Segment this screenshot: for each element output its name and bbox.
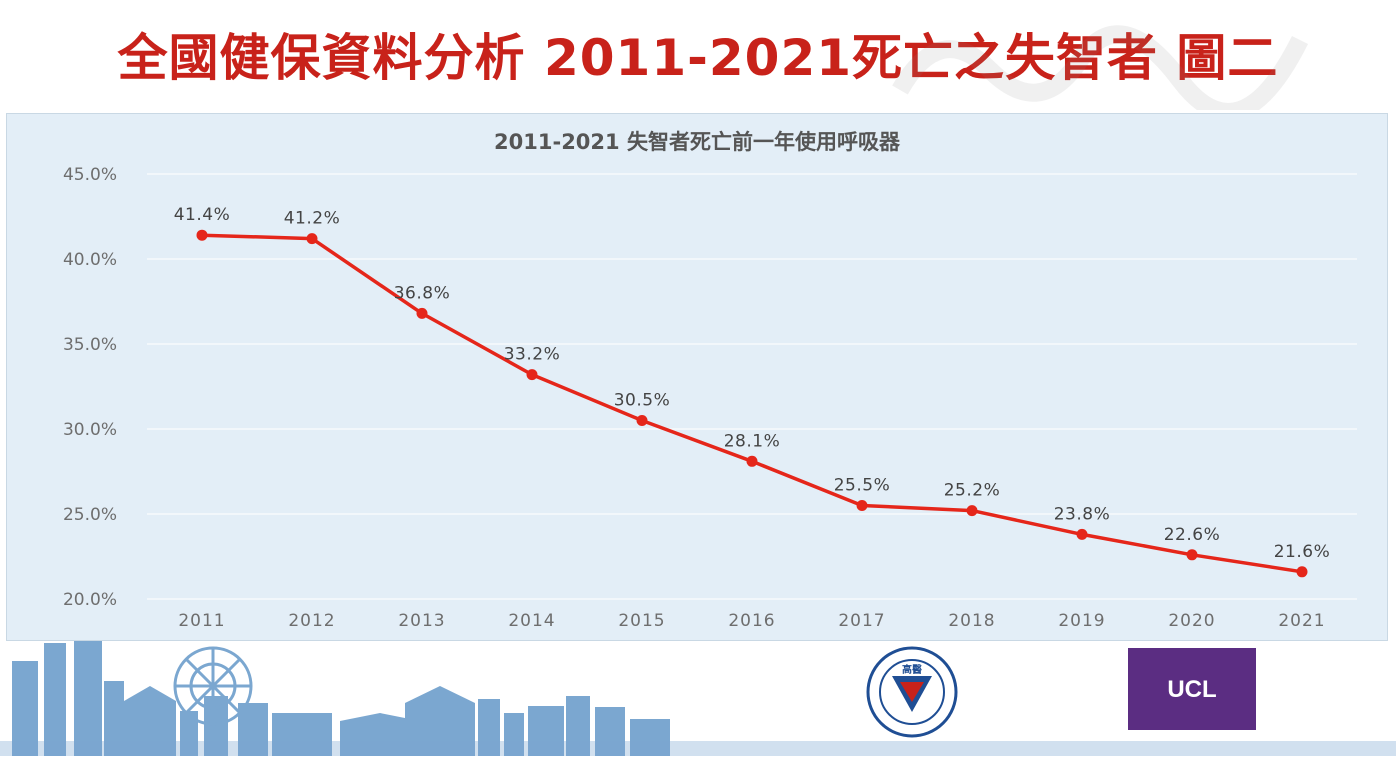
- x-tick-label: 2013: [398, 611, 445, 631]
- x-tick-label: 2011: [178, 611, 225, 631]
- data-label: 23.8%: [1054, 504, 1111, 524]
- x-tick-label: 2021: [1278, 611, 1325, 631]
- data-point: [1076, 528, 1088, 540]
- x-tick-label: 2017: [838, 611, 885, 631]
- y-tick-label: 40.0%: [63, 250, 117, 270]
- data-point: [526, 369, 538, 381]
- x-tick-label: 2015: [618, 611, 665, 631]
- y-tick-label: 45.0%: [63, 165, 117, 185]
- series-line: [201, 233, 1303, 574]
- data-label: 41.4%: [174, 205, 231, 225]
- y-tick-label: 20.0%: [63, 590, 117, 610]
- data-label: 36.8%: [394, 283, 451, 303]
- ucl-logo-text: UCL: [1167, 676, 1217, 703]
- data-point: [306, 233, 318, 245]
- data-label: 41.2%: [284, 209, 341, 229]
- data-label: 21.6%: [1274, 542, 1331, 562]
- chart-panel: 2011-2021 失智者死亡前一年使用呼吸器 20.0% 25.0% 30.0% 3…: [6, 113, 1388, 641]
- data-point: [1186, 549, 1198, 561]
- x-tick-label: 2020: [1168, 611, 1215, 631]
- x-tick-label: 2014: [508, 611, 555, 631]
- data-label: 28.1%: [724, 431, 781, 451]
- y-tick-label: 35.0%: [63, 335, 117, 355]
- x-tick-label: 2019: [1058, 611, 1105, 631]
- ferris-wheel-icon: [173, 646, 253, 726]
- watermark-decoration: [892, 25, 1309, 110]
- x-tick-label: 2018: [948, 611, 995, 631]
- x-tick-label: 2012: [288, 611, 335, 631]
- ucl-logo: UCL: [1128, 648, 1256, 730]
- data-label: 33.2%: [504, 345, 561, 365]
- data-label: 22.6%: [1164, 525, 1221, 545]
- x-tick-label: 2016: [728, 611, 775, 631]
- city-skyline-icon: [0, 641, 1396, 756]
- kmu-logo-text: 高醫: [902, 663, 922, 676]
- slide-title: 全國健保資料分析 2011-2021死亡之失智者 圖二: [117, 29, 1279, 87]
- data-label: 25.5%: [834, 476, 891, 496]
- y-tick-label: 25.0%: [63, 505, 117, 525]
- data-label: 25.2%: [944, 481, 1001, 501]
- chart-title: 2011-2021 失智者死亡前一年使用呼吸器: [494, 130, 901, 154]
- data-point: [856, 500, 868, 511]
- data-point: [636, 415, 648, 426]
- y-tick-label: 30.0%: [63, 420, 117, 440]
- data-point: [196, 229, 208, 241]
- data-point: [1296, 566, 1308, 578]
- data-point: [966, 505, 978, 517]
- line-chart: 2011-2021 失智者死亡前一年使用呼吸器 20.0% 25.0% 30.0% 3…: [63, 130, 1357, 631]
- data-point: [416, 307, 428, 319]
- data-point: [746, 455, 758, 467]
- kmu-logo-icon: 高醫: [866, 646, 958, 738]
- data-label: 30.5%: [614, 391, 671, 411]
